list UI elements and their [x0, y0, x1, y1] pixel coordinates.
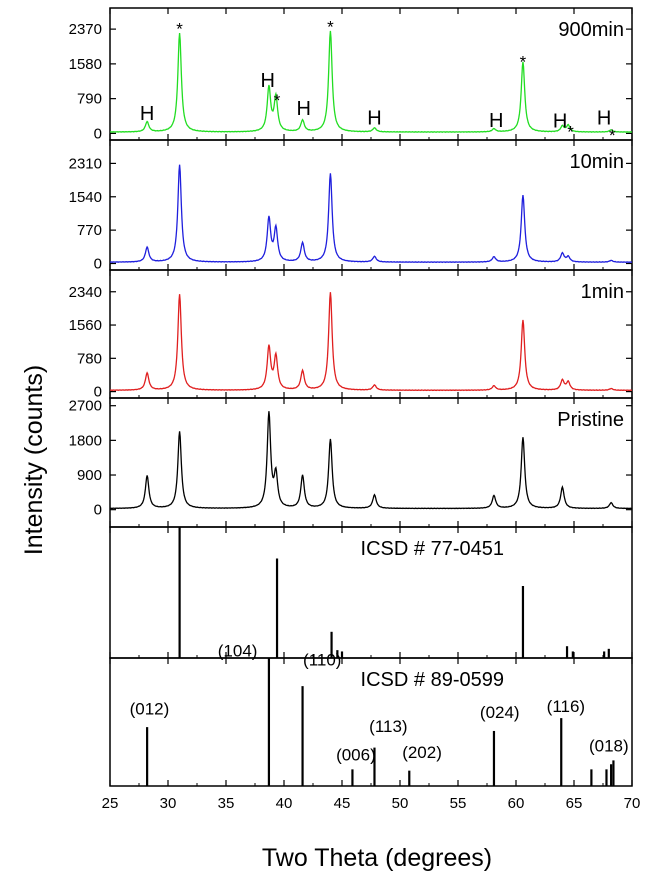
x-tick-label: 70	[624, 795, 641, 812]
peak-h-label: H	[296, 98, 310, 120]
y-tick-label: 1560	[69, 317, 102, 334]
x-tick-label: 55	[450, 795, 467, 812]
x-tick-label: 50	[392, 795, 409, 812]
series-line-900min	[109, 30, 633, 133]
y-tick-label: 2700	[69, 398, 102, 415]
y-tick-label: 770	[77, 222, 102, 239]
panel-label: 1min	[581, 281, 624, 303]
y-tick-label: 0	[94, 256, 102, 273]
x-tick-label: 25	[102, 795, 119, 812]
y-tick-label: 0	[94, 125, 102, 142]
x-tick-label: 45	[334, 795, 351, 812]
y-tick-label: 0	[94, 502, 102, 519]
x-tick-label: 30	[160, 795, 177, 812]
hkl-label: (202)	[402, 743, 442, 762]
hkl-label: (006)	[336, 745, 376, 764]
panel-frame	[109, 139, 633, 271]
panel-label: 10min	[570, 151, 624, 173]
peak-h-label: H	[261, 70, 275, 92]
hkl-label: (116)	[547, 697, 585, 716]
y-tick-label: 0	[94, 384, 102, 401]
peak-star-label: *	[609, 126, 616, 145]
peak-star-label: *	[327, 18, 334, 37]
series-line-1min	[109, 292, 633, 392]
x-tick-label: 65	[566, 795, 583, 812]
hkl-label: (024)	[480, 703, 520, 722]
y-tick-label: 1580	[69, 56, 102, 73]
hkl-label: (113)	[369, 717, 407, 736]
y-tick-label: 2340	[69, 284, 102, 301]
x-tick-label: 35	[218, 795, 235, 812]
peak-h-label: H	[367, 108, 381, 130]
peak-h-label: H	[553, 111, 567, 133]
panel-frame	[109, 269, 633, 399]
y-tick-label: 2370	[69, 21, 102, 38]
panel-label: 900min	[558, 19, 624, 41]
peak-star-label: *	[567, 123, 574, 142]
hkl-label: (110)	[303, 651, 341, 670]
peak-star-label: *	[274, 91, 281, 110]
peak-star-label: *	[176, 20, 183, 39]
y-axis-title: Intensity (counts)	[20, 365, 48, 555]
x-axis-title: Two Theta (degrees)	[262, 844, 492, 872]
peak-h-label: H	[489, 110, 503, 132]
series-line-10min	[109, 164, 633, 264]
panel-label: ICSD # 89-0599	[361, 669, 504, 691]
y-tick-label: 1540	[69, 189, 102, 206]
panel-frame	[109, 397, 633, 528]
hkl-label: (104)	[218, 642, 258, 661]
peak-h-label: H	[597, 108, 611, 130]
y-tick-label: 1800	[69, 432, 102, 449]
hkl-label: (018)	[589, 736, 629, 755]
y-tick-label: 790	[77, 91, 102, 108]
y-tick-label: 780	[77, 350, 102, 367]
series-line-pristine	[109, 411, 633, 510]
peak-star-label: *	[520, 52, 527, 71]
x-tick-label: 40	[276, 795, 293, 812]
y-tick-label: 900	[77, 467, 102, 484]
y-tick-label: 2310	[69, 155, 102, 172]
panel-label: ICSD # 77-0451	[361, 538, 504, 560]
panel-label: Pristine	[557, 409, 624, 431]
peak-h-label: H	[140, 103, 154, 125]
hkl-label: (012)	[130, 699, 170, 718]
x-tick-label: 60	[508, 795, 525, 812]
